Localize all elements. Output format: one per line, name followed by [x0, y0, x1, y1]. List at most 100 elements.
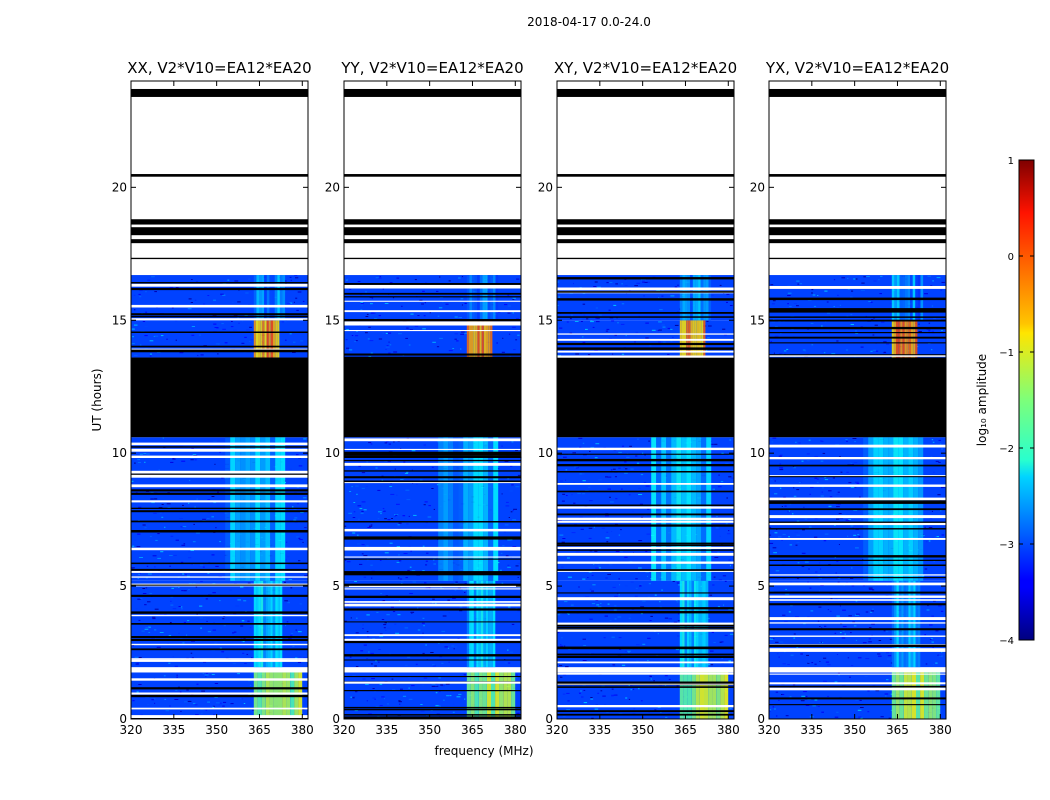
flag-line: [557, 542, 734, 545]
gap-line: [131, 455, 308, 458]
noise-speck: [586, 318, 589, 320]
noise-speck: [424, 501, 428, 503]
noise-speck: [811, 344, 814, 346]
noise-speck: [516, 278, 520, 280]
noise-speck: [409, 566, 412, 568]
noise-speck: [718, 579, 722, 581]
rfi-stripe: [261, 275, 265, 321]
noise-speck: [871, 319, 874, 320]
noise-speck: [583, 645, 587, 646]
noise-speck: [374, 665, 377, 667]
noise-speck: [203, 354, 206, 356]
noise-speck: [837, 581, 840, 583]
noise-speck: [391, 518, 393, 519]
noise-speck: [855, 699, 859, 701]
noise-speck: [611, 696, 614, 697]
noise-speck: [382, 332, 385, 334]
noise-speck: [840, 623, 843, 625]
noise-speck: [142, 588, 146, 589]
noise-speck: [154, 629, 157, 631]
noise-speck: [371, 678, 375, 680]
x-tick-label: 365: [674, 723, 697, 737]
noise-speck: [790, 605, 793, 607]
noise-speck: [649, 345, 652, 347]
noise-speck: [171, 587, 174, 589]
noise-speck: [661, 295, 664, 297]
noise-speck: [939, 678, 943, 679]
noise-speck: [517, 712, 522, 714]
noise-speck: [190, 652, 193, 654]
flag-line: [131, 649, 308, 650]
noise-speck: [363, 644, 367, 646]
noise-speck: [848, 288, 850, 290]
noise-speck: [779, 467, 784, 469]
noise-speck: [286, 541, 288, 543]
noise-speck: [788, 611, 791, 613]
flag-line: [344, 659, 521, 661]
noise-speck: [607, 488, 611, 490]
noise-speck: [356, 493, 358, 495]
noise-speck: [810, 610, 814, 612]
noise-speck: [366, 631, 369, 633]
noise-speck: [636, 644, 640, 646]
noise-speck: [296, 309, 299, 311]
noise-speck: [613, 694, 617, 696]
noise-speck: [138, 657, 142, 659]
noise-speck: [363, 576, 367, 578]
noise-speck: [810, 486, 814, 488]
noise-speck: [513, 676, 518, 678]
noise-speck: [138, 684, 142, 685]
noise-speck: [502, 337, 504, 339]
noise-speck: [781, 506, 783, 507]
noise-speck: [367, 555, 369, 557]
noise-speck: [383, 510, 386, 512]
noise-speck: [249, 684, 252, 686]
noise-speck: [779, 353, 783, 355]
noise-speck: [862, 585, 865, 587]
y-tick-label: 0: [545, 712, 553, 726]
noise-speck: [425, 587, 429, 589]
noise-speck: [212, 706, 215, 708]
noise-speck: [934, 536, 936, 538]
noise-speck: [425, 522, 428, 524]
flag-line: [131, 257, 308, 260]
noise-speck: [370, 443, 373, 445]
data-block: [344, 320, 521, 358]
noise-speck: [824, 477, 827, 479]
noise-speck: [222, 705, 225, 707]
noise-speck: [190, 459, 194, 461]
noise-speck: [422, 545, 425, 547]
noise-speck: [728, 660, 731, 662]
noise-speck: [242, 652, 245, 654]
noise-speck: [868, 638, 872, 640]
noise-speck: [440, 684, 443, 686]
noise-speck: [677, 620, 681, 622]
noise-speck: [211, 496, 215, 497]
noise-speck: [237, 301, 241, 303]
noise-speck: [507, 294, 510, 296]
noise-speck: [822, 452, 826, 454]
rfi-stripe: [916, 672, 920, 719]
noise-speck: [460, 333, 464, 335]
noise-speck: [175, 339, 177, 341]
noise-speck: [827, 664, 831, 666]
noise-speck: [179, 691, 182, 693]
noise-speck: [190, 549, 194, 551]
rfi-stripe: [656, 437, 662, 581]
flag-line: [344, 558, 521, 560]
noise-speck: [659, 309, 663, 311]
flag-line: [769, 298, 946, 301]
flag-line: [131, 227, 308, 236]
noise-speck: [512, 298, 515, 300]
noise-speck: [377, 489, 381, 491]
noise-speck: [149, 340, 154, 342]
noise-speck: [779, 451, 783, 453]
rfi-stripe: [908, 580, 911, 668]
noise-speck: [707, 337, 710, 339]
rfi-stripe: [692, 275, 696, 321]
noise-speck: [657, 633, 659, 635]
noise-speck: [851, 567, 853, 569]
noise-speck: [770, 284, 774, 286]
noise-speck: [296, 454, 299, 456]
noise-speck: [289, 333, 292, 335]
